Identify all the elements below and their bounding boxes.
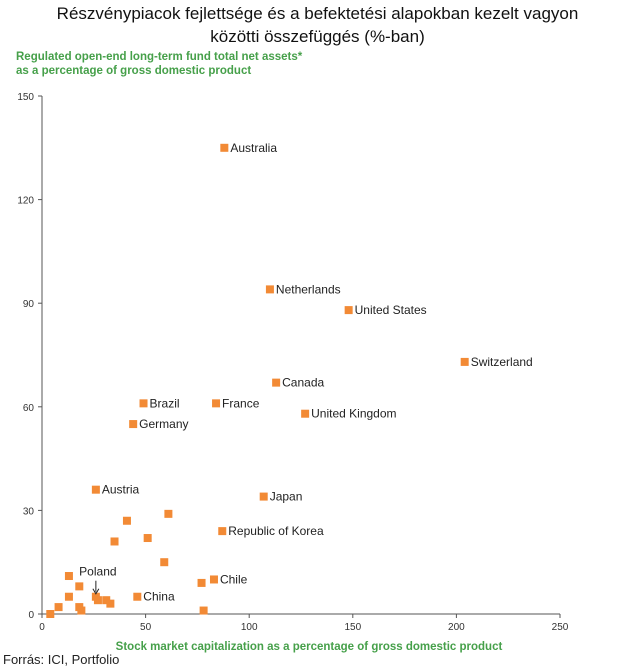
data-point [110, 537, 119, 546]
data-point [143, 534, 152, 543]
data-point [272, 378, 281, 387]
x-tick-label: 0 [39, 622, 45, 633]
y-tick-label: 60 [23, 403, 35, 414]
x-tick-label: 200 [448, 622, 465, 633]
data-point [133, 592, 142, 601]
data-point-label: United Kingdom [311, 407, 396, 421]
data-point [209, 575, 218, 584]
data-point [93, 596, 102, 605]
source-note: Forrás: ICI, Portfolio [3, 652, 120, 667]
x-axis-ticks: 0 50 100 150 200 250 [39, 614, 569, 633]
data-point [344, 306, 353, 315]
data-point-label: Australia [230, 141, 277, 155]
data-points [46, 143, 469, 618]
data-point-label: France [222, 396, 260, 410]
data-point [129, 420, 138, 429]
data-point [64, 592, 73, 601]
data-point [460, 357, 469, 366]
data-point [259, 492, 268, 501]
data-point [64, 572, 73, 581]
data-point [199, 606, 208, 615]
chart-title: Részvénypiacok fejlettsége és a befektet… [0, 2, 635, 48]
y-tick-label: 90 [23, 299, 35, 310]
y-axis-ticks: 0 30 60 90 120 150 [17, 92, 42, 621]
data-point-label: Austria [102, 483, 140, 497]
label-pointer-arrowhead [92, 588, 100, 595]
data-point-label: Switzerland [471, 355, 533, 369]
data-point [164, 509, 173, 518]
data-point [218, 527, 227, 536]
y-tick-label: 120 [17, 196, 34, 207]
data-point-label: China [143, 590, 175, 604]
data-point [139, 399, 148, 408]
data-point [102, 596, 111, 605]
data-point-label: Netherlands [276, 282, 341, 296]
y-axis-label: Regulated open-end long-term fund total … [16, 50, 302, 78]
data-point [220, 143, 229, 152]
chart-title-line-1: Részvénypiacok fejlettsége és a befektet… [56, 4, 579, 23]
data-point [265, 285, 274, 294]
data-point-label: Chile [220, 572, 248, 586]
data-point [160, 558, 169, 567]
data-point [75, 582, 84, 591]
x-tick-label: 150 [344, 622, 361, 633]
data-point-label: Japan [270, 490, 303, 504]
data-point [106, 599, 115, 608]
data-point [91, 485, 100, 494]
chart-title-line-2: közötti összefüggés (%-ban) [210, 27, 425, 46]
data-point-label: Canada [282, 376, 324, 390]
x-tick-label: 50 [140, 622, 152, 633]
data-point-label: Republic of Korea [228, 524, 324, 538]
data-point-label: Brazil [150, 396, 180, 410]
y-tick-label: 150 [17, 92, 34, 103]
x-tick-label: 100 [241, 622, 258, 633]
data-point [46, 610, 55, 618]
x-tick-label: 250 [552, 622, 569, 633]
data-point [197, 578, 206, 587]
data-point-label: Germany [139, 417, 188, 431]
y-axis-label-line-2: as a percentage of gross domestic produc… [16, 65, 252, 77]
y-tick-label: 0 [28, 610, 34, 621]
data-point-labels: Australia Netherlands United States Switzer… [79, 141, 533, 604]
data-point [54, 603, 63, 612]
x-axis-label: Stock market capitalization as a percent… [116, 641, 503, 653]
data-point-label: United States [355, 303, 427, 317]
data-point-label: Poland [79, 565, 116, 579]
y-axis-label-line-1: Regulated open-end long-term fund total … [16, 51, 303, 63]
data-point [122, 516, 131, 525]
data-point [77, 606, 86, 615]
data-point [301, 409, 310, 418]
y-tick-label: 30 [23, 506, 35, 517]
data-point [212, 399, 221, 408]
axes [41, 96, 560, 615]
